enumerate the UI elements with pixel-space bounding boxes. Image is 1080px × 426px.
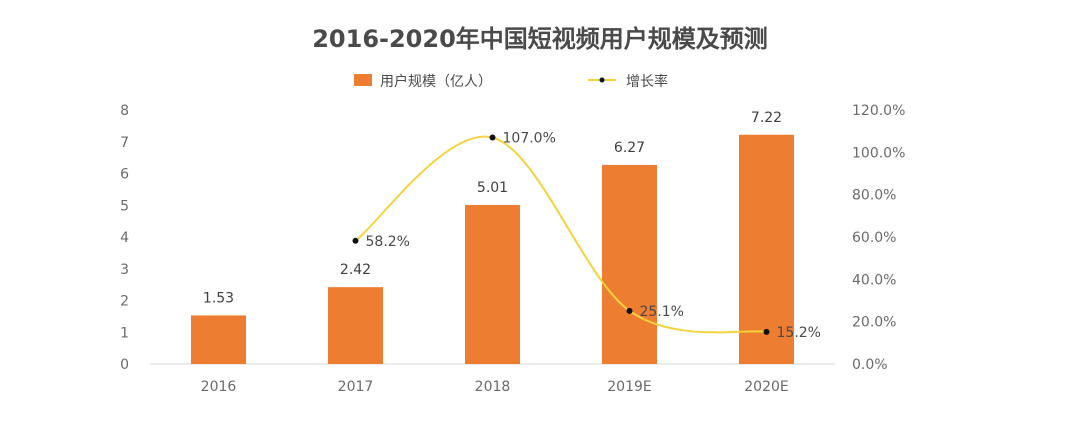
x-tick-label: 2019E: [607, 379, 651, 395]
growth-value-label: 58.2%: [366, 234, 410, 250]
left-axis-ticks: 0 1 2 3 4 5 6 7 8: [120, 103, 129, 373]
left-tick-label: 7: [120, 135, 129, 151]
right-tick-label: 20.0%: [852, 315, 896, 331]
left-tick-label: 4: [120, 230, 129, 246]
growth-series: [352, 134, 770, 335]
x-tick-label: 2016: [201, 379, 237, 395]
growth-data-labels: 58.2% 107.0% 25.1% 15.2%: [366, 131, 821, 341]
x-axis-labels: 2016 2017 2018 2019E 2020E: [201, 379, 789, 395]
chart-title: 2016-2020年中国短视频用户规模及预测: [312, 25, 768, 53]
right-tick-label: 60.0%: [852, 230, 896, 246]
left-tick-label: 5: [120, 198, 129, 214]
left-tick-label: 0: [120, 357, 129, 373]
x-tick-label: 2018: [475, 379, 511, 395]
right-tick-label: 100.0%: [852, 145, 905, 161]
growth-value-label: 107.0%: [503, 131, 556, 147]
left-tick-label: 2: [120, 294, 129, 310]
bar-2016: [191, 315, 246, 364]
x-tick-label: 2017: [338, 379, 374, 395]
bar-value-label: 1.53: [203, 290, 234, 306]
right-tick-label: 80.0%: [852, 188, 896, 204]
growth-marker: [489, 134, 496, 141]
legend-bar-swatch: [354, 74, 372, 86]
legend-line-label: 增长率: [626, 73, 668, 90]
legend: 用户规模（亿人） 增长率: [354, 73, 668, 90]
left-tick-label: 1: [120, 325, 129, 341]
right-tick-label: 0.0%: [852, 357, 888, 373]
bar-series: [191, 134, 794, 364]
right-tick-label: 120.0%: [852, 103, 905, 119]
bar-2020e: [739, 134, 794, 364]
bar-value-label: 2.42: [340, 262, 371, 278]
x-tick-label: 2020E: [744, 379, 788, 395]
bar-2019e: [602, 164, 657, 364]
bar-data-labels: 1.53 2.42 5.01 6.27 7.22: [203, 110, 782, 307]
bar-value-label: 7.22: [751, 110, 782, 126]
legend-line-marker: [599, 77, 605, 83]
left-tick-label: 8: [120, 103, 129, 119]
bar-2017: [328, 287, 383, 364]
bar-value-label: 6.27: [614, 140, 645, 156]
growth-marker: [352, 237, 359, 244]
legend-bar-label: 用户规模（亿人）: [380, 73, 492, 90]
growth-line: [354, 135, 768, 334]
growth-marker: [626, 307, 633, 314]
right-axis-ticks: 0.0% 20.0% 40.0% 60.0% 80.0% 100.0% 120.0%: [852, 103, 905, 373]
bar-value-label: 5.01: [477, 180, 508, 196]
left-tick-label: 6: [120, 167, 129, 183]
growth-marker: [763, 328, 770, 335]
left-tick-label: 3: [120, 262, 129, 278]
bar-2018: [465, 204, 520, 364]
growth-value-label: 25.1%: [640, 304, 684, 320]
right-tick-label: 40.0%: [852, 272, 896, 288]
growth-value-label: 15.2%: [777, 325, 821, 341]
